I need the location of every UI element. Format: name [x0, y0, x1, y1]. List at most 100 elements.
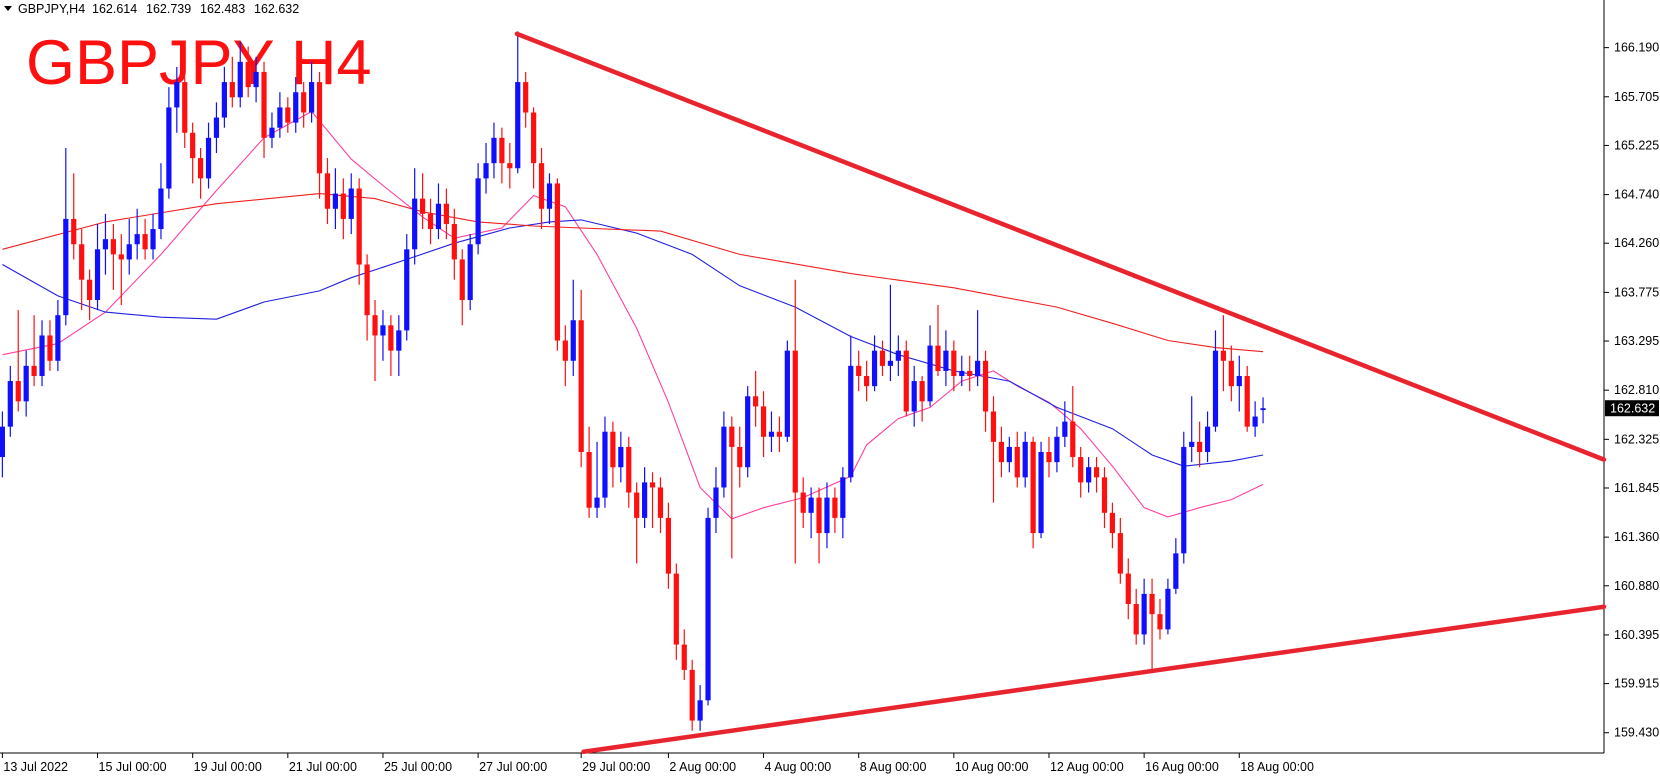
candle-body — [864, 375, 870, 387]
candle-body — [467, 244, 473, 300]
moving-average — [2, 193, 1264, 353]
candle-body — [594, 497, 600, 508]
candle-body — [1125, 573, 1131, 605]
x-tick-label: 12 Aug 00:00 — [1050, 760, 1124, 774]
candle-body — [1141, 593, 1147, 635]
y-tick-label: 162.325 — [1614, 432, 1659, 446]
candle-body — [420, 198, 426, 214]
candle-body — [1252, 416, 1258, 427]
high-value: 162.739 — [146, 2, 191, 16]
candle-body — [190, 132, 196, 159]
candle-body — [86, 279, 93, 300]
candle-body — [158, 188, 164, 230]
close-value: 162.632 — [254, 2, 299, 16]
candle-body — [1038, 452, 1044, 534]
candle-body — [1117, 533, 1123, 574]
candle-body — [967, 370, 973, 376]
y-tick-label: 161.360 — [1614, 530, 1659, 544]
candle-body — [1212, 350, 1219, 427]
candle-body — [998, 441, 1005, 463]
candle-body — [15, 381, 21, 402]
candle-body — [23, 365, 29, 402]
candle-body — [285, 107, 291, 123]
candle-body — [887, 360, 894, 366]
candle-body — [626, 446, 632, 493]
candle-body — [871, 350, 878, 387]
candle-body — [1149, 593, 1155, 615]
candle-body — [927, 345, 933, 402]
x-tick-label: 19 Jul 00:00 — [194, 760, 262, 774]
menu-arrow[interactable] — [4, 6, 12, 11]
x-tick-label: 4 Aug 00:00 — [765, 760, 832, 774]
candle-body — [475, 178, 481, 245]
candle-body — [47, 335, 53, 361]
candle-body — [229, 82, 235, 98]
x-tick-label: 25 Jul 00:00 — [384, 760, 452, 774]
candle-body — [721, 426, 727, 488]
candle-body — [205, 137, 212, 179]
candle-body — [79, 244, 85, 280]
candle-body — [729, 426, 735, 447]
candle-body — [277, 107, 283, 128]
candle-body — [935, 345, 941, 371]
moving-average — [2, 219, 1264, 467]
candle-body — [261, 71, 267, 138]
y-tick-label: 159.915 — [1614, 677, 1659, 691]
candle-body — [293, 92, 299, 123]
candle-body — [245, 61, 251, 88]
candle-body — [309, 82, 315, 113]
candle-body — [459, 259, 465, 300]
candle-body — [1006, 446, 1012, 463]
candle-body — [1165, 588, 1171, 630]
candle-body — [301, 92, 307, 113]
candle-body — [816, 497, 822, 534]
candle-body — [237, 61, 243, 98]
trend-line — [581, 604, 1607, 755]
candle-body — [483, 163, 489, 179]
candle-body — [142, 234, 148, 250]
candle-body — [1244, 375, 1250, 427]
candle-body — [197, 158, 204, 179]
current-price-box — [1605, 400, 1659, 417]
current-price-label: 162.632 — [1610, 402, 1655, 416]
candle-body — [316, 82, 323, 174]
candle-body — [451, 223, 457, 260]
candle-body — [975, 360, 981, 376]
candle-body — [134, 234, 140, 245]
candle-body — [848, 365, 854, 478]
candle-body — [324, 173, 331, 209]
candle-body — [610, 431, 616, 468]
candle-body — [443, 203, 449, 224]
candle-body — [911, 381, 917, 412]
y-tick-label: 165.225 — [1614, 138, 1659, 152]
x-tick-label: 27 Jul 00:00 — [479, 760, 547, 774]
candle-body — [71, 218, 77, 245]
candle-body — [832, 497, 838, 518]
candle-body — [427, 213, 434, 230]
candle-body — [1189, 441, 1195, 447]
candle-body — [578, 320, 584, 453]
candle-body — [340, 193, 346, 219]
candle-body — [380, 325, 386, 336]
candle-body — [840, 477, 846, 518]
candle-body — [1220, 350, 1227, 361]
open-value: 162.614 — [92, 2, 137, 16]
candle-body — [253, 71, 259, 88]
candle-body — [618, 446, 624, 468]
candle-body — [1030, 441, 1036, 534]
candle-body — [951, 350, 957, 376]
candle-body — [221, 82, 227, 118]
candle-body — [1260, 408, 1266, 411]
candle-body — [879, 350, 886, 366]
y-tick-label: 164.260 — [1614, 236, 1659, 250]
candle-body — [523, 82, 529, 113]
candle-body — [768, 431, 775, 437]
x-tick-label: 21 Jul 00:00 — [289, 760, 357, 774]
candle-body — [1181, 446, 1187, 554]
candle-body — [1093, 467, 1100, 478]
candle-body — [531, 112, 537, 164]
candle-body — [959, 370, 965, 376]
candle-body — [364, 264, 370, 316]
trend-line — [514, 31, 1607, 462]
